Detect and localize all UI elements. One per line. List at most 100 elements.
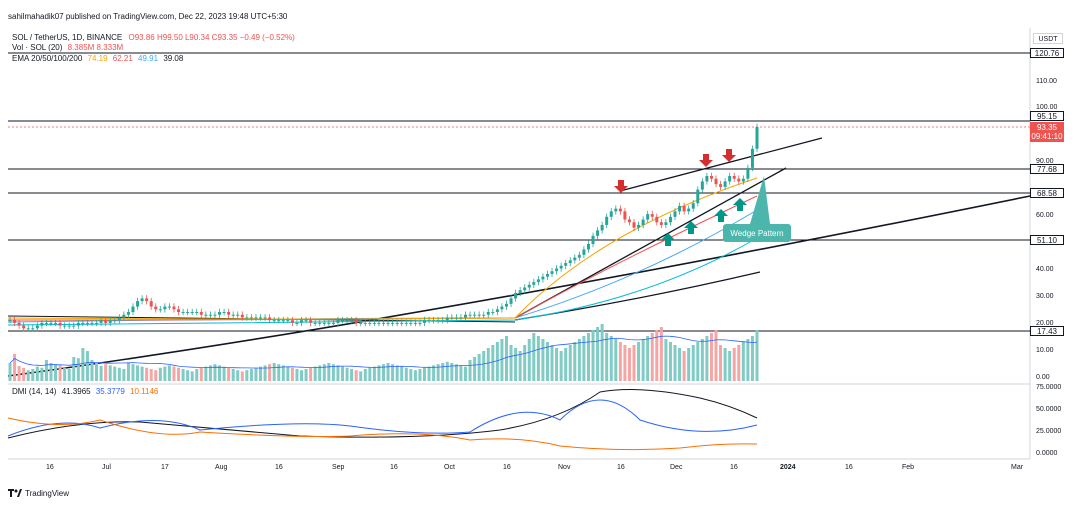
- volume-bar: [254, 367, 258, 381]
- volume-bar: [432, 365, 436, 381]
- volume-bar: [550, 345, 554, 381]
- candle-body: [313, 322, 317, 324]
- candle-body: [432, 320, 436, 322]
- volume-bar: [518, 351, 522, 381]
- volume-bar: [117, 367, 121, 381]
- volume-bar: [26, 370, 30, 381]
- last-price-label: 93.35 09:41:10: [1030, 122, 1064, 142]
- candle-body: [486, 312, 490, 315]
- volume-bar: [659, 327, 663, 381]
- time-tick-jul: Jul: [102, 464, 111, 471]
- volume-bar: [709, 333, 713, 381]
- volume-bar: [696, 342, 700, 381]
- candle-body: [40, 322, 44, 326]
- dmi-tick-25: 25.0000: [1036, 428, 1062, 435]
- volume-bar: [682, 351, 686, 381]
- volume-bar: [309, 367, 313, 381]
- candle-body: [500, 306, 504, 310]
- candle-body: [131, 306, 135, 312]
- volume-bar: [486, 348, 490, 381]
- volume-bar: [126, 363, 130, 381]
- candle-body: [382, 322, 385, 324]
- dmi-plus-line: [7, 399, 758, 437]
- volume-bar: [568, 345, 572, 381]
- volume-bar: [463, 366, 467, 381]
- candle-body: [22, 325, 26, 329]
- candle-body: [527, 284, 531, 288]
- volume-bar: [418, 369, 422, 381]
- tradingview-logo[interactable]: TradingView: [8, 487, 69, 499]
- volume-bar: [641, 339, 645, 381]
- volume-bar: [577, 339, 581, 381]
- down-arrow-3: [722, 149, 736, 162]
- candle-body: [309, 320, 313, 323]
- volume-bar: [35, 366, 39, 381]
- volume-bar: [723, 348, 727, 381]
- volume-values: 8.385M 8.333M: [67, 43, 124, 52]
- candle-body: [318, 322, 322, 324]
- volume-bar: [714, 330, 718, 381]
- symbol-line: SOL / TetherUS, 1D, BINANCE O93.86 H99.5…: [12, 33, 295, 43]
- candle-body: [8, 320, 12, 322]
- candle-body: [49, 322, 53, 324]
- candle-body: [113, 320, 117, 322]
- volume-bar: [208, 365, 212, 381]
- volume-bar: [76, 358, 80, 381]
- time-tick-16f: 16: [730, 464, 738, 471]
- dmi-label: DMI (14, 14): [12, 387, 57, 396]
- candle-body: [555, 268, 559, 272]
- candle-body: [582, 249, 586, 255]
- candle-body: [413, 322, 417, 324]
- volume-bar: [673, 345, 677, 381]
- volume-bar: [181, 369, 185, 381]
- level-label-51: 51.10: [1030, 235, 1064, 245]
- candle-body: [445, 317, 449, 321]
- candle-body: [596, 230, 600, 236]
- candle-body: [573, 257, 577, 261]
- candle-body: [454, 317, 458, 319]
- candle-body: [218, 312, 222, 315]
- volume-bar: [145, 367, 149, 381]
- callout-label: Wedge Pattern: [730, 229, 783, 238]
- candle-body: [295, 322, 299, 324]
- volume-bar: [336, 365, 340, 381]
- volume-bar: [186, 370, 190, 381]
- candle-body: [441, 320, 445, 322]
- candle-body: [67, 325, 71, 327]
- volume-bar: [678, 348, 682, 381]
- volume-bar: [632, 345, 636, 381]
- candle-body: [249, 317, 253, 319]
- volume-bar: [272, 363, 276, 381]
- currency-button[interactable]: USDT: [1033, 33, 1063, 44]
- candle-body: [272, 320, 276, 322]
- volume-bar: [728, 351, 732, 381]
- volume-bar: [395, 365, 399, 381]
- countdown-value: 09:41:10: [1031, 132, 1063, 141]
- price-tick-110: 110.00: [1036, 78, 1057, 85]
- candle-body: [577, 254, 581, 258]
- volume-bar: [81, 348, 85, 381]
- volume-bar: [227, 367, 231, 381]
- volume-bar: [719, 345, 723, 381]
- candle-body: [568, 260, 572, 264]
- candle-body: [700, 181, 704, 190]
- candle-body: [678, 205, 682, 212]
- candle-body: [95, 322, 99, 324]
- volume-bar: [687, 348, 691, 381]
- volume-bar: [167, 365, 171, 381]
- candle-body: [259, 317, 263, 319]
- volume-bar: [691, 345, 695, 381]
- volume-bar: [441, 363, 445, 381]
- volume-bar: [31, 369, 35, 381]
- candle-body: [136, 301, 140, 307]
- candle-body: [714, 178, 718, 185]
- last-price-value: 93.35: [1036, 123, 1058, 132]
- dmi-tick-75: 75.0000: [1036, 384, 1062, 391]
- volume-bar: [268, 364, 272, 381]
- candle-body: [741, 178, 745, 182]
- volume-bar: [491, 345, 495, 381]
- candle-body: [523, 287, 527, 291]
- candle-body: [13, 320, 17, 323]
- price-tick-0: 0.00: [1036, 374, 1050, 381]
